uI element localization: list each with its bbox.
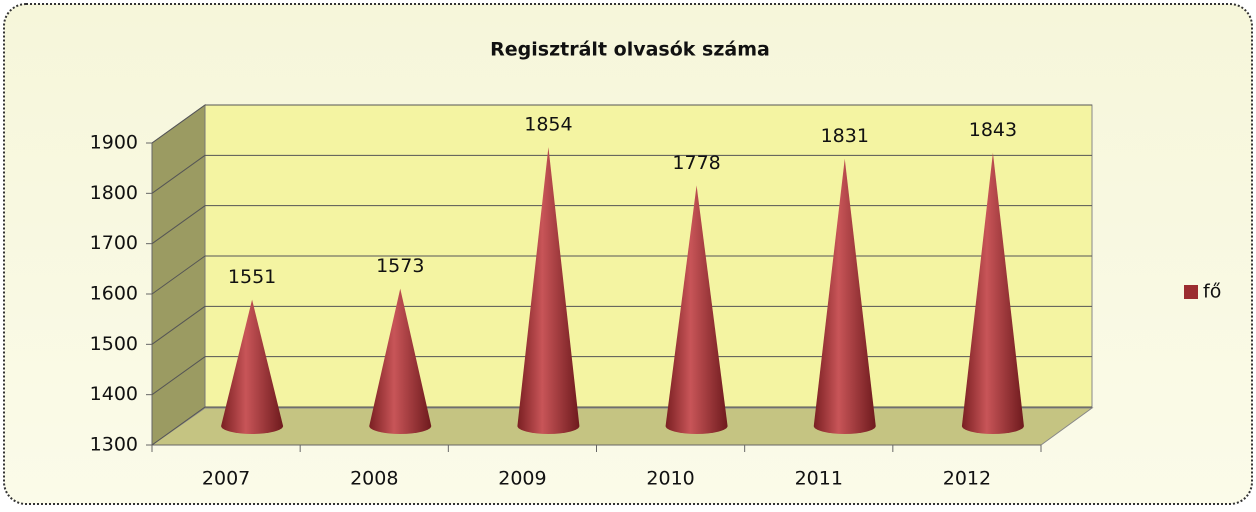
grid-line — [151, 104, 206, 144]
y-tick-label: 1700 — [90, 232, 138, 254]
legend-swatch — [1184, 285, 1198, 299]
y-tick-label: 1600 — [90, 283, 138, 305]
grid-line — [151, 356, 206, 396]
y-tick-label: 1800 — [90, 182, 138, 204]
grid-line — [151, 154, 206, 194]
data-label: 1843 — [969, 119, 1017, 141]
y-tick-label: 1400 — [90, 383, 138, 405]
cone — [221, 299, 284, 434]
x-tick-label: 2007 — [202, 468, 250, 490]
chart-title: Regisztrált olvasók száma — [490, 39, 770, 61]
data-label: 1778 — [672, 152, 720, 174]
cone — [369, 288, 432, 434]
grid-line — [151, 305, 206, 345]
legend-label: fő — [1203, 281, 1221, 303]
x-tick-label: 2010 — [646, 468, 694, 490]
cone — [665, 185, 728, 434]
cone — [813, 158, 876, 435]
data-label: 1551 — [228, 266, 276, 288]
y-tick-label: 1500 — [90, 333, 138, 355]
y-tick-label: 1900 — [90, 132, 138, 154]
x-tick-label: 2011 — [795, 468, 843, 490]
cone — [961, 152, 1024, 434]
data-label: 1854 — [524, 114, 572, 136]
data-label: 1573 — [376, 255, 424, 277]
y-tick-label: 1300 — [90, 434, 138, 456]
x-tick-label: 2012 — [943, 468, 991, 490]
cone — [517, 147, 580, 435]
grid-line — [151, 255, 206, 295]
grid-line — [151, 205, 206, 245]
data-label: 1831 — [821, 125, 869, 147]
x-tick-label: 2009 — [498, 468, 546, 490]
floor — [150, 407, 1094, 446]
grid-line — [151, 406, 206, 446]
x-tick-label: 2008 — [350, 468, 398, 490]
